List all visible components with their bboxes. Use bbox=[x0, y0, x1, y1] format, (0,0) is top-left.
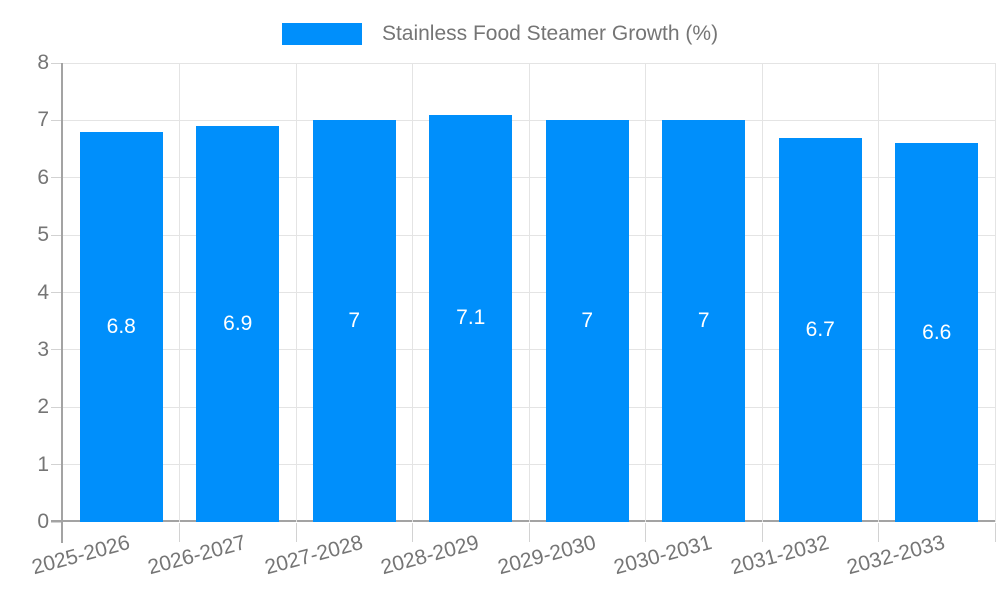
x-axis-tick-label: 2030-2031 bbox=[611, 531, 715, 580]
bar[interactable]: 6.7 bbox=[778, 137, 862, 522]
v-gridline bbox=[295, 63, 297, 522]
x-axis-tick bbox=[994, 523, 996, 542]
plot-area: 6.8 6.9 7 7.1 7 7 6.7 6.6 bbox=[63, 62, 996, 522]
y-axis-tick bbox=[51, 521, 61, 523]
bar-value-label: 6.6 bbox=[922, 320, 952, 344]
x-axis-tick-label: 2025-2026 bbox=[29, 531, 133, 580]
y-axis-tick-label: 0 bbox=[37, 510, 49, 533]
x-axis-tick-label: 2026-2027 bbox=[145, 531, 249, 580]
bar[interactable]: 7 bbox=[545, 120, 629, 522]
bar-value-label: 6.8 bbox=[106, 314, 136, 338]
bar-value-label: 7 bbox=[581, 309, 594, 333]
y-axis-tick bbox=[51, 177, 61, 179]
bar[interactable]: 7.1 bbox=[429, 114, 513, 522]
y-axis-tick bbox=[51, 234, 61, 236]
bar-value-label: 6.7 bbox=[805, 317, 835, 341]
legend-label: Stainless Food Steamer Growth (%) bbox=[381, 22, 719, 45]
bar-value-label: 6.9 bbox=[223, 312, 253, 336]
y-axis-tick bbox=[51, 62, 61, 64]
x-axis-tick-label: 2031-2032 bbox=[728, 531, 832, 580]
y-axis-tick bbox=[51, 349, 61, 351]
x-axis-line bbox=[51, 520, 996, 522]
y-axis-line bbox=[61, 63, 63, 543]
v-gridline bbox=[528, 63, 530, 522]
bar[interactable]: 6.9 bbox=[196, 126, 280, 522]
x-axis-tick-label: 2029-2030 bbox=[495, 531, 599, 580]
y-axis-tick-label: 4 bbox=[37, 280, 49, 304]
x-axis-tick bbox=[645, 523, 646, 542]
v-gridline bbox=[994, 63, 996, 522]
y-axis-tick-label: 2 bbox=[37, 395, 49, 419]
v-gridline bbox=[179, 63, 180, 522]
y-axis-tick bbox=[51, 292, 61, 293]
y-axis-tick bbox=[51, 464, 61, 466]
bar[interactable]: 7 bbox=[662, 120, 746, 522]
v-gridline bbox=[761, 63, 763, 522]
x-axis-tick bbox=[295, 523, 297, 542]
legend-swatch bbox=[281, 23, 362, 45]
x-axis-tick bbox=[528, 523, 530, 542]
y-axis-tick-label: 7 bbox=[37, 108, 49, 132]
y-axis-tick-label: 3 bbox=[37, 337, 49, 361]
bar[interactable]: 6.6 bbox=[895, 143, 979, 522]
v-gridline bbox=[645, 63, 646, 522]
y-axis-tick bbox=[51, 406, 61, 408]
y-axis-tick-label: 5 bbox=[37, 223, 49, 247]
bar[interactable]: 7 bbox=[312, 120, 396, 522]
y-axis-tick-label: 8 bbox=[37, 51, 49, 74]
bar-value-label: 7.1 bbox=[456, 306, 486, 330]
x-axis-tick-label: 2032-2033 bbox=[844, 531, 948, 580]
y-axis-tick bbox=[51, 119, 61, 121]
x-axis-tick-label: 2028-2029 bbox=[378, 531, 482, 580]
x-axis-tick bbox=[761, 523, 763, 542]
bar-value-label: 7 bbox=[697, 309, 710, 333]
bar[interactable]: 6.8 bbox=[79, 131, 163, 522]
x-axis-tick bbox=[878, 523, 879, 542]
legend[interactable]: Stainless Food Steamer Growth (%) bbox=[0, 13, 1000, 55]
y-axis-tick-label: 6 bbox=[37, 165, 49, 189]
v-gridline bbox=[412, 63, 413, 522]
bar-value-label: 7 bbox=[348, 309, 361, 333]
v-gridline bbox=[878, 63, 879, 522]
x-axis-tick-label: 2027-2028 bbox=[262, 531, 366, 580]
x-axis-tick bbox=[412, 523, 413, 542]
y-axis-tick-label: 1 bbox=[37, 452, 49, 476]
x-axis-tick bbox=[179, 523, 180, 542]
